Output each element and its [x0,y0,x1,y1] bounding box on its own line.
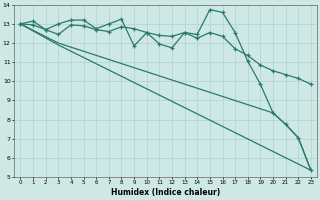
X-axis label: Humidex (Indice chaleur): Humidex (Indice chaleur) [111,188,220,197]
